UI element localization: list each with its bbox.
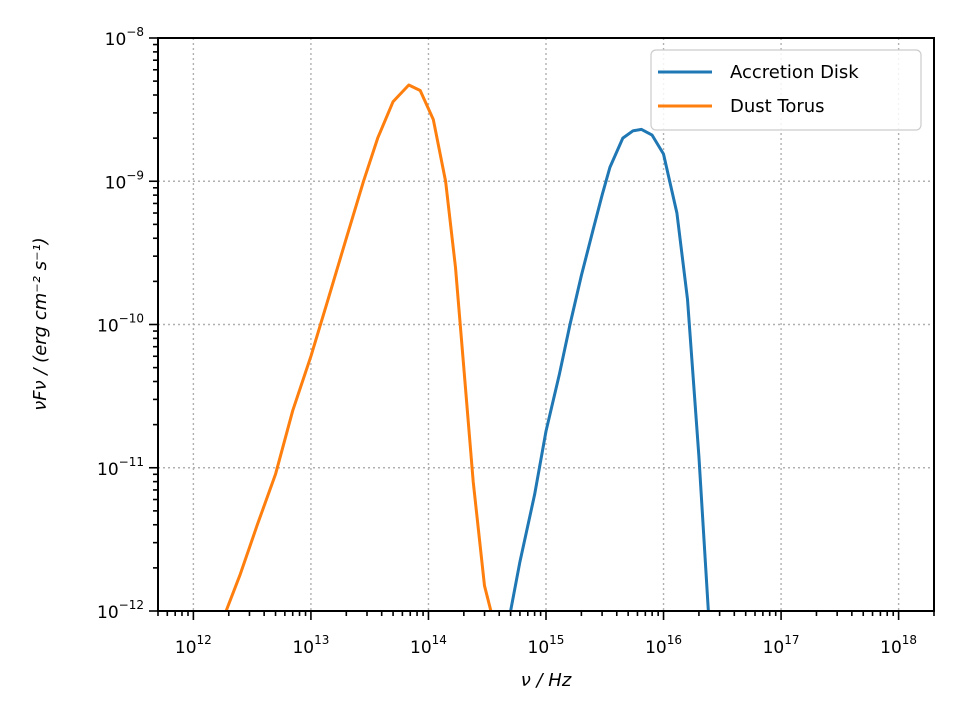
series-line-dust-torus [224, 83, 493, 611]
y-tick-base: 10 [97, 460, 119, 480]
x-tick-label: 1015 [528, 633, 565, 658]
y-tick-exponent: −11 [119, 455, 144, 469]
grid [158, 38, 934, 611]
x-tick-base: 10 [880, 638, 902, 658]
x-tick-label: 1017 [763, 633, 800, 658]
x-tick-exponent: 16 [667, 633, 682, 647]
y-tick-exponent: −12 [119, 598, 144, 612]
series-line-accretion-disk [509, 127, 720, 611]
y-tick-base: 10 [97, 317, 119, 337]
x-tick-label: 1013 [292, 633, 329, 658]
legend-label-accretion-disk: Accretion Disk [730, 62, 859, 83]
y-tick-base: 10 [105, 30, 127, 50]
y-tick-exponent: −10 [119, 312, 144, 326]
y-tick-exponent: −8 [126, 25, 144, 39]
x-tick-exponent: 12 [197, 633, 212, 647]
x-tick-base: 10 [645, 638, 667, 658]
y-tick-base: 10 [105, 173, 127, 193]
x-tick-base: 10 [292, 638, 314, 658]
x-axis-label: ν / Hz [521, 670, 572, 691]
x-tick-label: 1016 [645, 633, 682, 658]
tick-labels: 1012 1013 1014 1015 1016 1017 101810−1210−1110… [97, 25, 917, 658]
x-tick-exponent: 14 [432, 633, 447, 647]
y-tick-label: 10−8 [105, 25, 144, 50]
y-tick-label: 10−11 [97, 455, 144, 480]
legend: Accretion Disk Dust Torus [650, 49, 922, 131]
legend-label-dust-torus: Dust Torus [730, 96, 825, 117]
x-tick-label: 1012 [175, 633, 212, 658]
x-tick-exponent: 15 [549, 633, 564, 647]
x-tick-exponent: 13 [314, 633, 329, 647]
x-tick-exponent: 17 [784, 633, 799, 647]
ticks [149, 37, 935, 620]
series-layer [224, 83, 720, 611]
x-tick-base: 10 [175, 638, 197, 658]
x-tick-label: 1014 [410, 633, 447, 658]
x-tick-exponent: 18 [902, 633, 917, 647]
y-tick-label: 10−10 [97, 312, 144, 337]
legend-box [650, 49, 922, 131]
x-tick-label: 1018 [880, 633, 917, 658]
y-tick-exponent: −9 [126, 168, 144, 182]
y-tick-label: 10−9 [105, 168, 144, 193]
y-tick-label: 10−12 [97, 598, 144, 623]
x-tick-base: 10 [763, 638, 785, 658]
y-axis-label: νFν / (erg cm⁻² s⁻¹) [30, 237, 51, 411]
y-tick-base: 10 [97, 603, 119, 623]
x-tick-base: 10 [528, 638, 550, 658]
x-tick-base: 10 [410, 638, 432, 658]
